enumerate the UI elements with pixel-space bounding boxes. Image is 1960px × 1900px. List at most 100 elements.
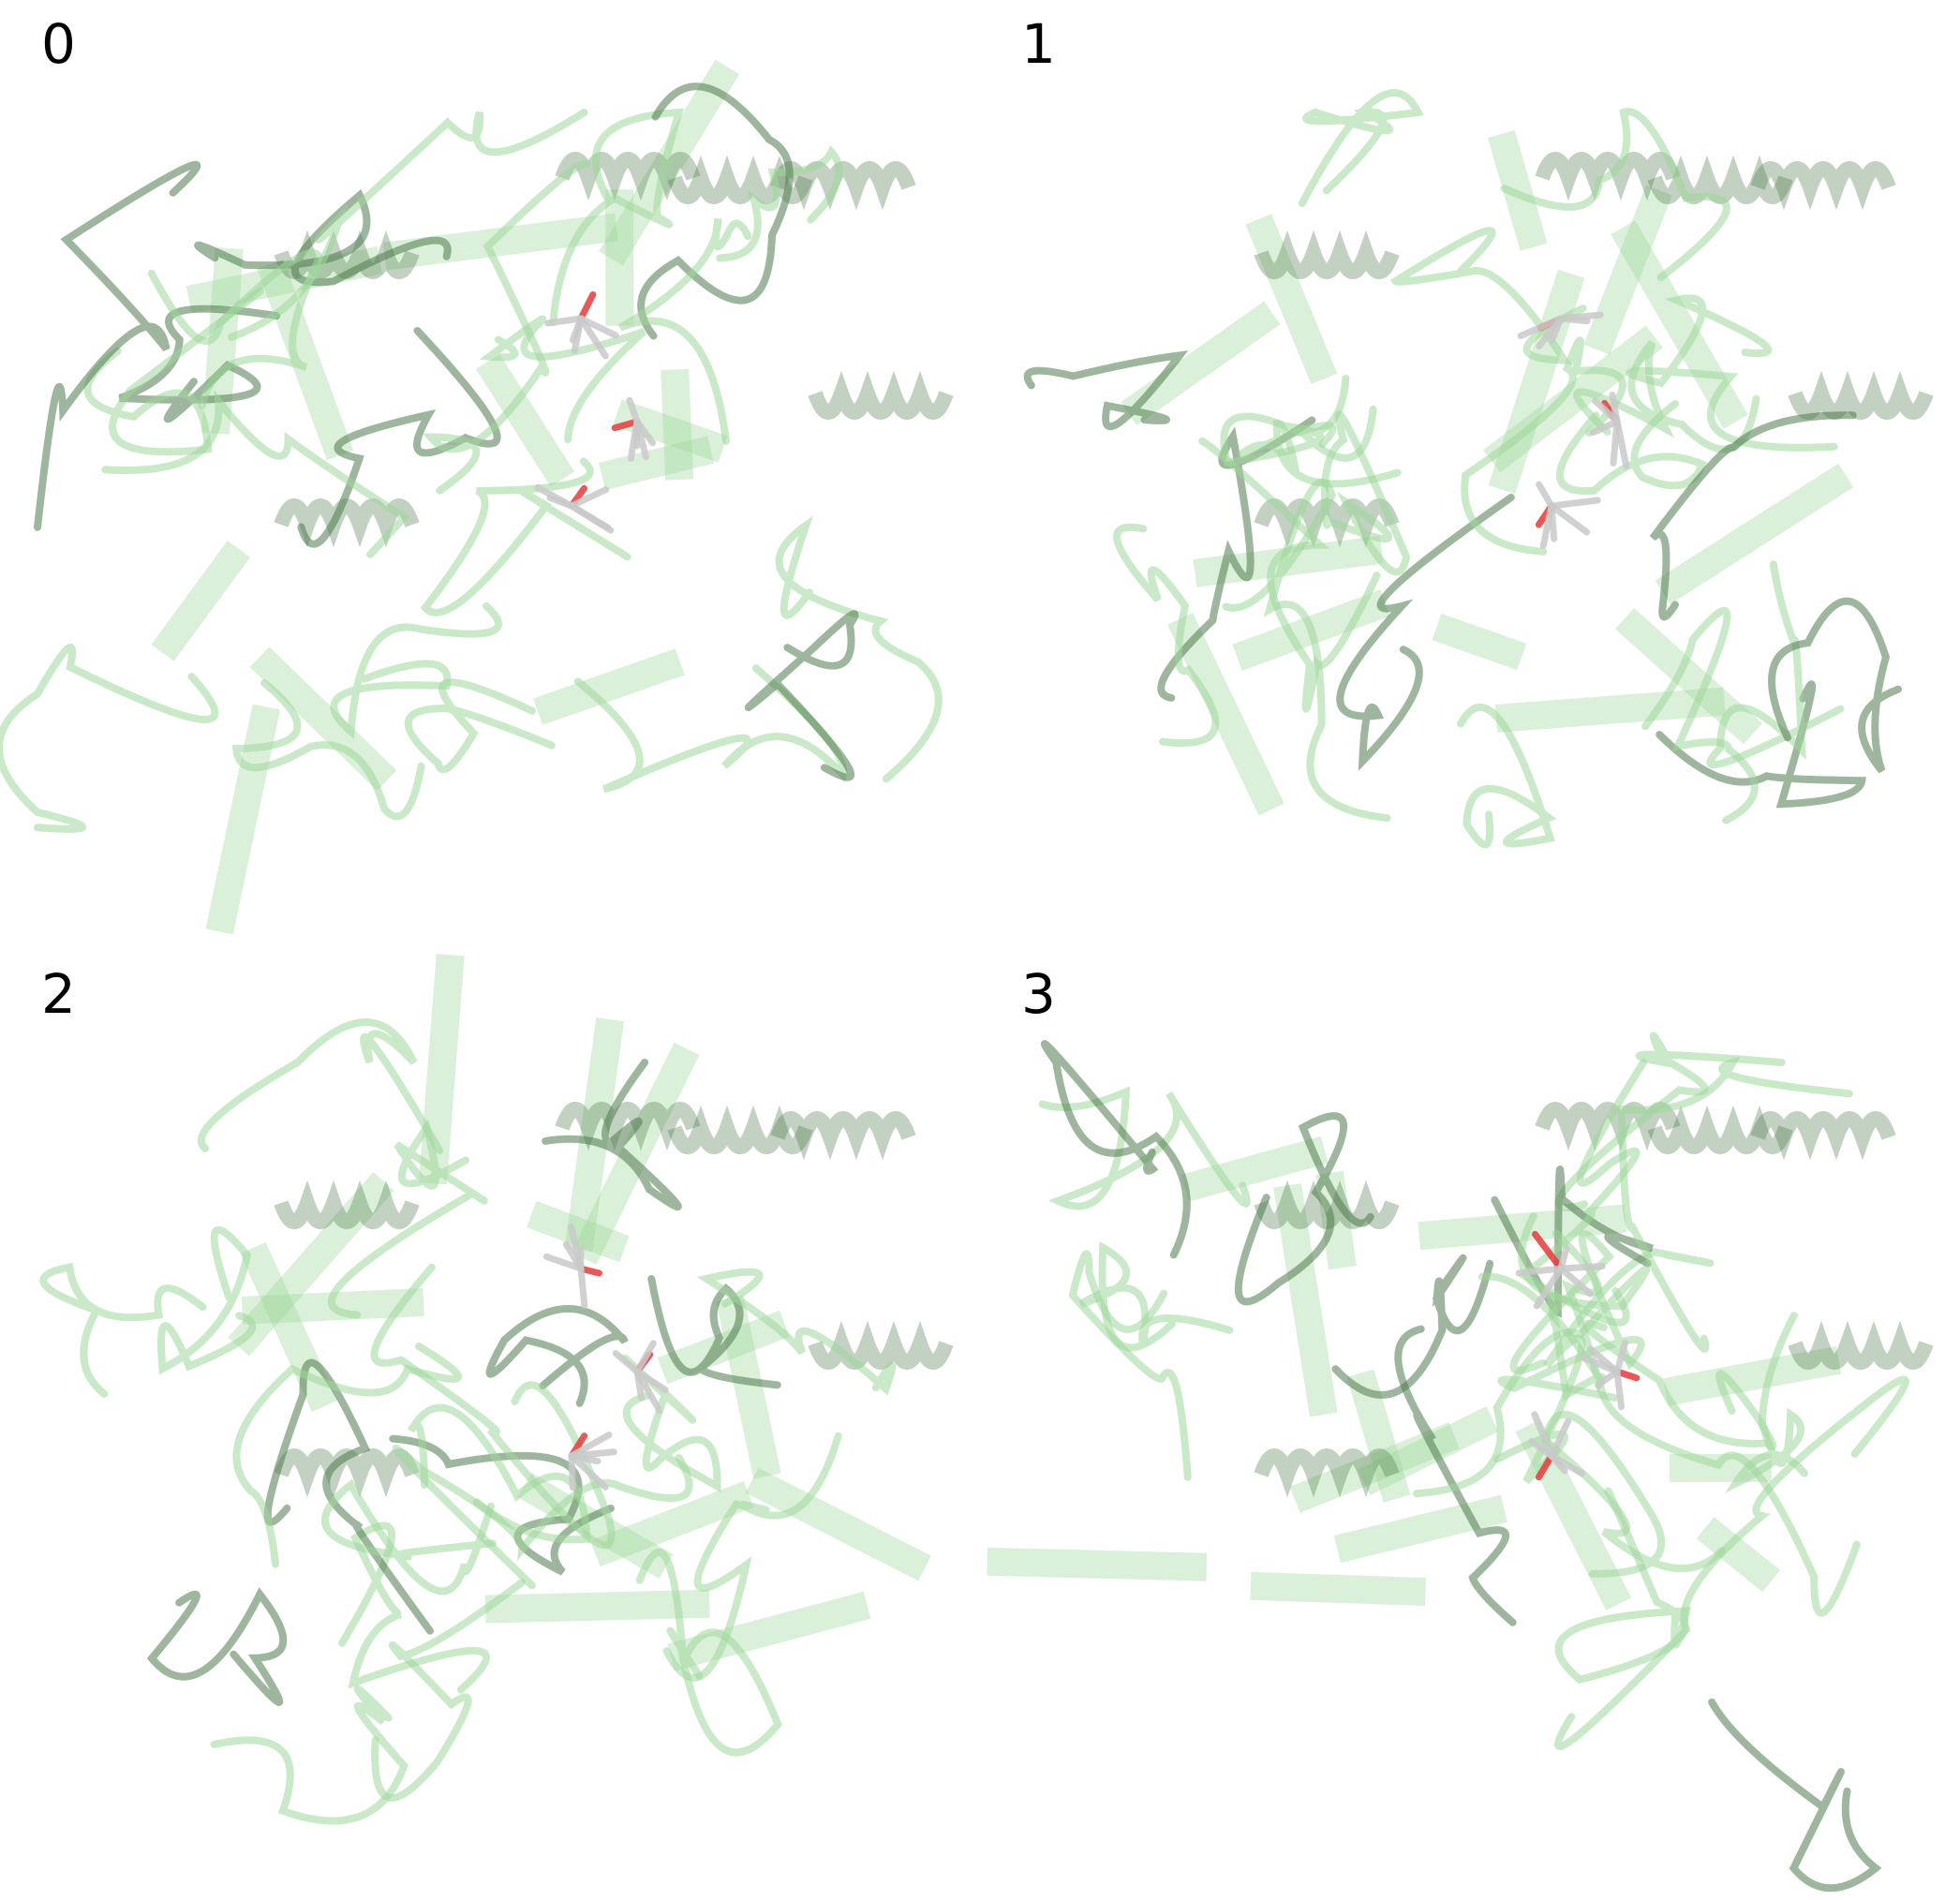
loop: [231, 679, 425, 821]
beta-sheet: [599, 59, 740, 266]
ligand-stick: [1557, 1262, 1606, 1272]
beta-sheet: [484, 1589, 710, 1624]
loop: [1298, 89, 1424, 207]
beta-sheet: [1120, 301, 1281, 425]
ligand-stick: [568, 1452, 609, 1491]
loop: [1461, 336, 1626, 556]
loop: [1706, 560, 1845, 769]
beta-sheet: [1494, 687, 1726, 733]
loop: [1394, 1325, 1517, 1626]
loop: [1554, 1375, 1909, 1751]
loop: [1649, 411, 1857, 621]
loop: [0, 644, 219, 833]
loop: [1556, 399, 1707, 496]
loop: [1656, 680, 1866, 809]
loop: [637, 82, 794, 340]
loop: [1040, 1040, 1191, 1259]
ligand-stick: [633, 1340, 657, 1375]
beta-sheet: [598, 436, 715, 491]
alpha-helix: [555, 1102, 701, 1151]
beta-sheet: [661, 368, 694, 481]
alpha-helix: [667, 155, 813, 204]
ligand-stick: [626, 396, 641, 425]
ligand-stick: [568, 502, 612, 531]
beta-sheet: [667, 1591, 871, 1671]
protein-render-2: [39, 953, 954, 1825]
loop: [1336, 494, 1515, 771]
loop: [420, 457, 631, 616]
alpha-helix: [274, 498, 420, 548]
panel-2: 2: [0, 950, 980, 1900]
ligand-stick: [1590, 418, 1621, 437]
loop: [404, 678, 556, 774]
loop: [327, 1119, 488, 1319]
loop: [194, 189, 452, 287]
loop: [297, 327, 501, 548]
loop: [1478, 1272, 1861, 1617]
ligand-stick: [569, 315, 585, 344]
loop: [1768, 597, 1902, 774]
loop: [392, 1444, 693, 1590]
panel-label-3: 3: [1021, 962, 1056, 1026]
alpha-helix: [1254, 1180, 1400, 1229]
ligand-stick: [1557, 1244, 1570, 1272]
loop: [1222, 478, 1391, 823]
loop: [1389, 227, 1587, 364]
loop: [1237, 420, 1402, 488]
ligand-stick: [633, 1368, 663, 1415]
loop: [1725, 1312, 1808, 1493]
beta-sheet: [1245, 214, 1338, 385]
alpha-helix: [770, 161, 916, 211]
ligand-stick: [612, 1349, 641, 1375]
beta-sheet: [1432, 613, 1527, 671]
loop: [1198, 437, 1381, 713]
beta-sheet: [1289, 1422, 1460, 1513]
alpha-helix: [808, 370, 954, 420]
loop: [1573, 340, 1760, 453]
loop: [1554, 1032, 1786, 1211]
loop: [744, 610, 859, 781]
loop: [101, 389, 410, 558]
panel-0: 0: [0, 0, 980, 950]
alpha-helix: [1254, 230, 1400, 279]
loop: [1078, 1241, 1234, 1352]
loop: [635, 1548, 782, 1757]
loop: [1038, 1086, 1251, 1210]
ligand-stick: [1539, 502, 1555, 549]
ligand-stick: [1536, 481, 1555, 510]
loop: [1113, 523, 1220, 748]
loop: [696, 1268, 897, 1396]
panel-3: 3: [980, 950, 1960, 1900]
loop: [197, 1018, 444, 1155]
loop: [407, 1403, 591, 1544]
loop: [1321, 410, 1411, 576]
ligand-stick: [544, 315, 585, 327]
alpha-helix: [1788, 1320, 1934, 1370]
loop: [479, 315, 647, 444]
panel-label-2: 2: [41, 962, 76, 1026]
loop: [156, 1225, 257, 1375]
beta-sheet: [1358, 1406, 1499, 1495]
loop: [147, 248, 324, 410]
alpha-helix: [1647, 1105, 1793, 1154]
loop: [617, 217, 752, 445]
loop: [330, 601, 502, 740]
ligand-stick: [534, 483, 575, 510]
alpha-helix: [1535, 1102, 1681, 1151]
loop: [210, 1685, 408, 1825]
loop: [1068, 1250, 1192, 1481]
ligand-stick: [1557, 311, 1604, 322]
alpha-helix: [274, 1180, 420, 1229]
loop: [321, 1478, 497, 1596]
loop: [338, 1521, 490, 1694]
ligand-stick: [1531, 1230, 1565, 1272]
loop: [232, 1342, 463, 1568]
loop: [1617, 1056, 1853, 1353]
alpha-helix: [1750, 1111, 1896, 1161]
alpha-helix: [1254, 1448, 1400, 1498]
beta-sheet: [249, 646, 397, 791]
beta-sheet: [745, 1467, 931, 1581]
beta-sheet: [205, 704, 281, 935]
loop: [371, 1579, 526, 1802]
